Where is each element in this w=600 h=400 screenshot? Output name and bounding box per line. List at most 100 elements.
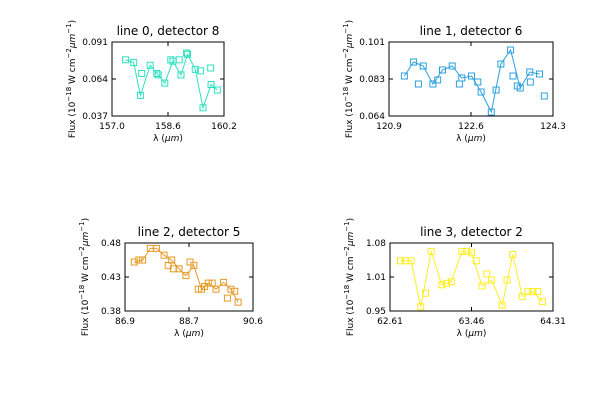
data-point (468, 249, 475, 257)
data-point (138, 70, 146, 77)
data-point (463, 247, 471, 255)
chart-panel-2: line 2, detector 5 86.9 88.7 90.6 0.38 0.43 0.… (78, 218, 263, 339)
data-point (199, 104, 207, 112)
data-point (213, 86, 221, 94)
data-point (497, 60, 505, 68)
x-tick-label: 122.6 (458, 122, 484, 132)
data-point (207, 81, 215, 88)
data-point (427, 247, 435, 255)
data-point (498, 301, 506, 309)
x-tick-label: 63.46 (459, 317, 485, 327)
data-point (207, 64, 215, 72)
y-tick-label: 0.43 (101, 273, 121, 283)
x-tick-label: 88.7 (179, 317, 199, 327)
data-point (136, 91, 144, 99)
data-point (509, 251, 517, 258)
y-tick-label: 0.064 (82, 75, 108, 85)
data-point (160, 251, 168, 259)
data-point (513, 82, 521, 90)
data-point (130, 258, 138, 266)
data-point (183, 49, 191, 57)
data-point (503, 276, 511, 284)
data-point (526, 78, 534, 86)
data-point (223, 294, 231, 302)
y-axis-label: Flux (10−18 W cm−2μm−1) (343, 218, 356, 336)
data-point (443, 279, 451, 287)
data-point (400, 72, 408, 80)
x-tick-label: 86.9 (115, 317, 135, 327)
y-tick-label: 0.38 (101, 307, 121, 317)
data-point (201, 283, 209, 290)
data-point (175, 56, 183, 64)
data-point (439, 66, 446, 74)
data-point (410, 58, 418, 66)
data-point (483, 270, 491, 278)
data-point (455, 80, 463, 88)
x-tick-label: 64.31 (540, 317, 566, 327)
series-line (125, 52, 218, 110)
y-axis-label: Flux (10−18 W cm−2μm−1) (342, 20, 355, 138)
data-point (468, 72, 475, 80)
y-tick-label: 0.064 (359, 112, 385, 122)
y-tick-label: 0.48 (101, 239, 121, 249)
series-line (400, 250, 543, 307)
chart-panel-0: line 0, detector 8 157.0 158.6 160.2 0.037 0.… (65, 20, 237, 144)
data-point (447, 278, 455, 286)
chart-panel-3: line 3, detector 2 62.61 63.46 64.31 0.95 1.0… (343, 218, 566, 339)
data-point (397, 257, 404, 265)
chart-title: line 1, detector 6 (420, 24, 523, 38)
data-point (539, 298, 546, 306)
y-tick-label: 0.037 (82, 112, 108, 122)
data-point (487, 108, 495, 116)
data-point (212, 285, 220, 293)
x-axis-label: λ (μm) (457, 329, 487, 339)
y-axis-label: Flux (10−18 W cm−2μm−1) (65, 20, 78, 138)
x-axis-label: λ (μm) (174, 329, 204, 339)
y-tick-label: 1.01 (366, 273, 386, 283)
data-point (135, 256, 143, 264)
plot-frame (111, 41, 225, 117)
data-point (534, 288, 542, 296)
data-point (167, 56, 175, 64)
series-line (403, 48, 540, 114)
data-point (177, 71, 185, 79)
data-point (154, 71, 162, 79)
x-axis-label: λ (μm) (153, 134, 183, 144)
data-point (146, 61, 154, 69)
x-tick-label: 62.61 (377, 317, 403, 327)
data-point (422, 289, 429, 297)
data-point (417, 303, 425, 311)
data-point (438, 281, 446, 289)
y-tick-label: 0.083 (359, 75, 385, 85)
data-point (139, 256, 147, 264)
x-tick-label: 90.6 (243, 317, 263, 327)
data-point (161, 79, 169, 87)
data-point (234, 298, 242, 306)
data-point (186, 258, 194, 266)
data-point (429, 80, 437, 88)
data-point (153, 244, 160, 252)
y-axis-label: Flux (10−18 W cm−2μm−1) (78, 218, 91, 336)
series-line (134, 247, 239, 303)
data-point (474, 78, 482, 86)
chart-title: line 3, detector 2 (420, 225, 523, 239)
data-point (220, 278, 228, 286)
data-point (472, 257, 480, 265)
data-point (458, 247, 466, 255)
data-point (540, 92, 548, 100)
data-point (434, 76, 442, 84)
y-tick-label: 0.091 (82, 38, 108, 48)
x-axis-label: λ (μm) (456, 134, 486, 144)
data-point (478, 282, 486, 290)
data-point (208, 279, 216, 287)
data-point (130, 59, 138, 67)
data-point (488, 276, 496, 284)
data-point (184, 50, 192, 58)
data-point (518, 292, 526, 300)
data-point (191, 65, 199, 73)
data-point (477, 88, 485, 96)
x-tick-label: 160.2 (211, 122, 237, 132)
data-point (536, 70, 543, 78)
data-point (526, 68, 534, 76)
